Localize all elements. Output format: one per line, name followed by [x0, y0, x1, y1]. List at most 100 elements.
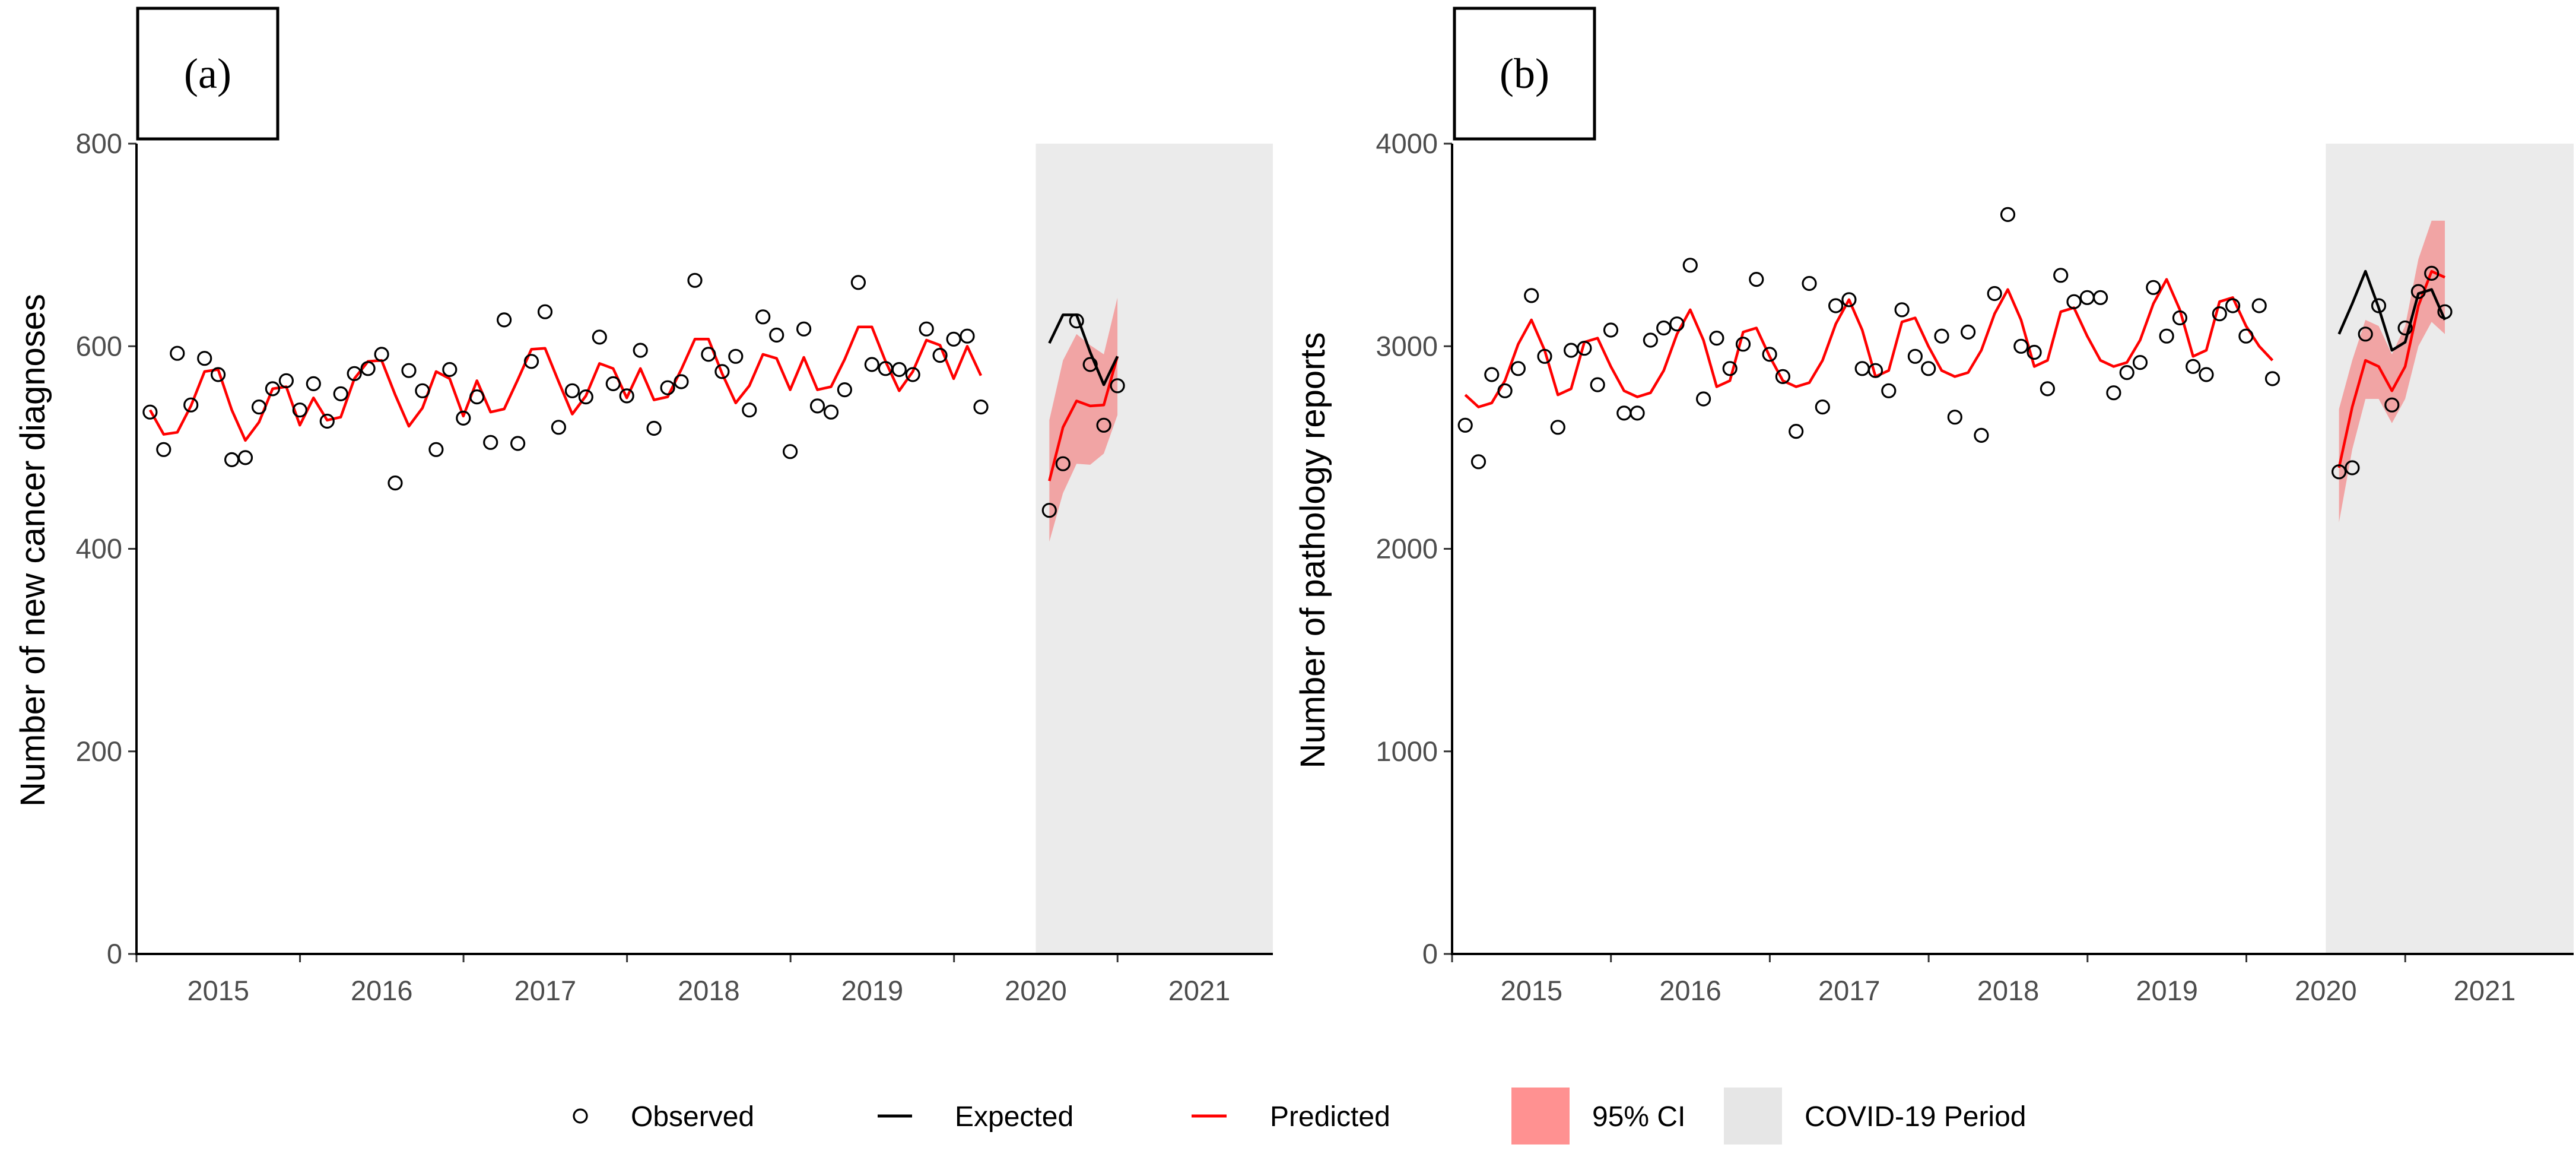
legend-ci-key [1511, 1088, 1570, 1145]
observed-point [183, 397, 199, 413]
observed-point [2159, 328, 2174, 344]
observed-point [1537, 348, 1552, 364]
observed-point [2199, 367, 2214, 382]
legend-covid-key [1724, 1088, 1782, 1145]
observed-point [265, 381, 280, 397]
ci-band [1049, 297, 1118, 542]
observed-point [428, 442, 444, 457]
observed-point [782, 444, 798, 459]
y-axis-label: Number of new cancer diagnoses [14, 294, 52, 807]
observed-point [2424, 265, 2440, 281]
observed-point [728, 348, 744, 364]
observed-point [1762, 347, 1777, 362]
observed-point [1082, 357, 1098, 372]
panel-label-box [136, 7, 279, 141]
x-tick-label: 2019 [2136, 975, 2198, 1006]
observed-point [960, 328, 975, 344]
observed-point [1643, 332, 1658, 348]
axes [1451, 144, 2574, 955]
observed-point [237, 450, 253, 465]
observed-point [510, 436, 526, 451]
observed-point [1616, 405, 1632, 421]
x-tick-label: 2015 [1501, 975, 1563, 1006]
observed-point [742, 402, 757, 418]
x-tick-label: 2020 [1005, 975, 1067, 1006]
y-tick-label: 2000 [1376, 533, 1438, 565]
observed-point [1947, 410, 1962, 425]
x-tick-label: 2017 [514, 975, 577, 1006]
observed-point [592, 329, 607, 345]
observed-point [537, 304, 553, 319]
observed-point [1470, 454, 1486, 470]
x-ticks: 2015 2016 2017 2018 2019 2020 2021 [135, 954, 1230, 1006]
legend-ci-label: 95% CI [1592, 1101, 1685, 1133]
observed-point [2225, 298, 2241, 313]
predicted-line [148, 325, 983, 442]
legend-observed-key [573, 1108, 588, 1124]
panel-label: (a) [184, 50, 231, 97]
observed-point [1907, 348, 1923, 364]
observed-point [1696, 391, 1711, 407]
legend-observed-label: Observed [631, 1101, 754, 1133]
x-tick-label: 2015 [187, 975, 249, 1006]
observed-point [1656, 320, 1672, 336]
observed-point [1934, 328, 1949, 344]
y-ticks: 0 200 400 600 800 [76, 128, 136, 969]
observed-point [1682, 258, 1698, 273]
observed-point [1457, 417, 1473, 433]
observed-point [1854, 361, 1870, 376]
observed-point [2146, 280, 2161, 295]
observed-point [1894, 302, 1910, 318]
observed-point [496, 312, 512, 328]
plot-marks [1457, 207, 2453, 523]
observed-point [1735, 337, 1751, 352]
y-tick-label: 600 [76, 330, 122, 362]
observed-point [387, 475, 403, 491]
legend: Observed Expected Predicted 95% CI COVID… [573, 1088, 2026, 1145]
observed-point [1669, 316, 1685, 332]
observed-point [2013, 338, 2029, 354]
legend-expected-label: Expected [955, 1101, 1073, 1133]
observed-point [1110, 378, 1125, 394]
covid-period-region [1036, 144, 1273, 954]
y-tick-label: 0 [107, 938, 122, 969]
observed-point [2066, 294, 2082, 309]
observed-point [796, 321, 812, 337]
observed-point [2186, 359, 2201, 375]
observed-point [701, 347, 716, 362]
observed-point [837, 382, 853, 398]
y-tick-label: 1000 [1376, 735, 1438, 767]
covid-period-region [2326, 144, 2574, 954]
observed-point [619, 388, 634, 404]
observed-point [660, 380, 675, 395]
observed-point [170, 345, 185, 361]
observed-point [1564, 343, 1579, 358]
observed-point [1722, 361, 1738, 376]
y-tick-label: 200 [76, 735, 122, 767]
x-tick-label: 2018 [678, 975, 740, 1006]
observed-point [1921, 361, 1936, 376]
axes [135, 144, 1273, 955]
observed-point [360, 361, 376, 376]
observed-point [1775, 369, 1790, 385]
observed-point [2000, 207, 2016, 222]
legend-covid-label: COVID-19 Period [1805, 1101, 2026, 1133]
observed-point [2384, 397, 2400, 413]
observed-point [1881, 383, 1897, 398]
observed-point [1590, 377, 1605, 392]
observed-point [919, 321, 934, 337]
y-tick-label: 800 [76, 128, 122, 159]
observed-point [1815, 399, 1830, 415]
observed-point [1603, 322, 1619, 338]
y-axis-label: Number of pathology reports [1294, 332, 1332, 768]
x-tick-label: 2016 [351, 975, 413, 1006]
observed-point [578, 389, 593, 405]
observed-point [2332, 464, 2347, 480]
x-tick-label: 2016 [1659, 975, 1721, 1006]
observed-point [333, 386, 348, 402]
observed-point [2410, 284, 2426, 299]
observed-point [2345, 460, 2360, 475]
panel-label: (b) [1500, 50, 1549, 97]
observed-point [1041, 503, 1057, 518]
